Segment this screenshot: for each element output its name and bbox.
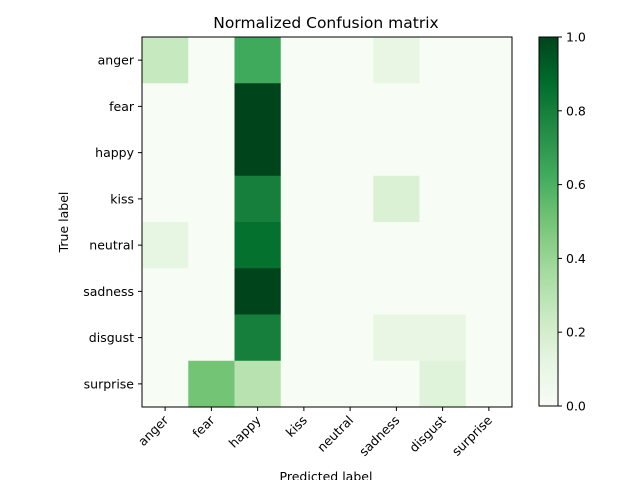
heatmap-cell-sadness-neutral: [327, 268, 374, 316]
heatmap-cell-surprise-anger: [142, 360, 189, 408]
x-tick-label: sadness: [356, 413, 402, 459]
y-tick-label: sadness: [83, 284, 134, 299]
heatmap-cell-disgust-anger: [142, 314, 189, 362]
heatmap-cell-disgust-happy: [234, 314, 282, 362]
heatmap-cell-kiss-neutral: [327, 175, 374, 223]
heatmap-cell-fear-neutral: [327, 83, 374, 131]
heatmap-cell-kiss-disgust: [419, 175, 467, 223]
y-tick-label: anger: [98, 53, 135, 68]
colorbar-tick-label: 0.2: [566, 325, 586, 340]
colorbar-tick-label: 0.8: [566, 103, 586, 118]
x-tick-label: fear: [189, 412, 218, 441]
heatmap-cell-anger-happy: [234, 37, 282, 84]
heatmap-cell-anger-kiss: [280, 37, 328, 84]
heatmap-cell-fear-surprise: [465, 83, 513, 131]
heatmap-cell-kiss-sadness: [373, 175, 421, 223]
heatmap-cell-neutral-happy: [234, 222, 282, 269]
heatmap-cell-kiss-happy: [234, 175, 282, 223]
x-tick-label: anger: [135, 412, 172, 449]
heatmap-cell-anger-neutral: [327, 37, 374, 84]
x-tick-label: kiss: [283, 413, 310, 440]
heatmap-cell-happy-kiss: [280, 129, 328, 177]
heatmap-cell-disgust-surprise: [465, 314, 513, 362]
y-tick-label: fear: [109, 99, 135, 114]
heatmap-cell-anger-surprise: [465, 37, 513, 84]
heatmap-cell-neutral-sadness: [373, 222, 421, 269]
y-axis-ticks: anger fear happy kiss neutral sadness disgust s…: [83, 53, 142, 391]
heatmap-cell-disgust-sadness: [373, 314, 421, 362]
heatmap-cell-surprise-kiss: [280, 360, 328, 408]
heatmap-cell-happy-sadness: [373, 129, 421, 177]
x-tick-label: neutral: [314, 413, 356, 455]
heatmap-cell-sadness-disgust: [419, 268, 467, 316]
heatmap-cell-disgust-fear: [188, 314, 236, 362]
heatmap-cell-happy-happy: [234, 129, 282, 177]
heatmap-cell-surprise-disgust: [419, 360, 467, 408]
heatmap-cell-happy-fear: [188, 129, 236, 177]
heatmap-cell-surprise-surprise: [465, 360, 513, 408]
x-tick-label: surprise: [449, 412, 495, 458]
heatmap-cell-surprise-fear: [188, 360, 236, 408]
heatmap-cell-anger-sadness: [373, 37, 421, 84]
heatmap-cell-fear-anger: [142, 83, 189, 131]
colorbar-tick-label: 0.4: [566, 251, 586, 266]
colorbar-tick-label: 0.6: [566, 177, 586, 192]
heatmap-cell-neutral-kiss: [280, 222, 328, 269]
heatmap-cell-anger-disgust: [419, 37, 467, 84]
heatmap-cell-anger-fear: [188, 37, 236, 84]
heatmap-cell-neutral-neutral: [327, 222, 374, 269]
heatmap-cell-happy-anger: [142, 129, 189, 177]
y-tick-label: disgust: [89, 330, 134, 345]
heatmap-cell-neutral-anger: [142, 222, 189, 269]
heatmap-cell-kiss-anger: [142, 175, 189, 223]
colorbar: [538, 36, 559, 407]
heatmap-cell-sadness-anger: [142, 268, 189, 316]
heatmap-cell-anger-anger: [142, 37, 189, 84]
heatmap-cell-happy-surprise: [465, 129, 513, 177]
heatmap-cell-disgust-kiss: [280, 314, 328, 362]
heatmap-cell-neutral-disgust: [419, 222, 467, 269]
heatmap-cell-sadness-fear: [188, 268, 236, 316]
y-tick-label: kiss: [110, 191, 134, 206]
y-tick-label: surprise: [84, 376, 135, 391]
x-axis-label: Predicted label: [280, 469, 373, 480]
y-axis-label: True label: [56, 192, 71, 254]
x-tick-label: happy: [226, 412, 265, 451]
heatmap-cell-disgust-neutral: [327, 314, 374, 362]
heatmap-cell-sadness-happy: [234, 268, 282, 316]
plot-frame: [141, 36, 513, 408]
heatmap-cell-sadness-sadness: [373, 268, 421, 316]
heatmap-cell-surprise-sadness: [373, 360, 421, 408]
colorbar-ticks: 0.0 0.2 0.4 0.6 0.8 1.0: [558, 30, 586, 414]
heatmap-cell-neutral-surprise: [465, 222, 513, 269]
y-tick-label: happy: [95, 145, 134, 160]
heatmap-cell-happy-disgust: [419, 129, 467, 177]
x-axis-ticks: anger fear happy kiss neutral sadness disgust s…: [135, 407, 495, 459]
heatmap-cells: [142, 37, 513, 408]
heatmap-cell-neutral-fear: [188, 222, 236, 269]
heatmap-cell-sadness-kiss: [280, 268, 328, 316]
heatmap-cell-fear-sadness: [373, 83, 421, 131]
heatmap-cell-surprise-happy: [234, 360, 282, 408]
heatmap-cell-kiss-fear: [188, 175, 236, 223]
chart-title: Normalized Confusion matrix: [213, 14, 438, 32]
heatmap-cell-fear-disgust: [419, 83, 467, 131]
heatmap-cell-fear-kiss: [280, 83, 328, 131]
heatmap-cell-happy-neutral: [327, 129, 374, 177]
heatmap-cell-fear-fear: [188, 83, 236, 131]
y-tick-label: neutral: [89, 238, 134, 253]
heatmap-cell-disgust-disgust: [419, 314, 467, 362]
heatmap-cell-kiss-kiss: [280, 175, 328, 223]
heatmap-cell-fear-happy: [234, 83, 282, 131]
heatmap-cell-kiss-surprise: [465, 175, 513, 223]
colorbar-tick-label: 1.0: [566, 30, 586, 45]
heatmap-cell-sadness-surprise: [465, 268, 513, 316]
heatmap-cell-surprise-neutral: [327, 360, 374, 408]
colorbar-tick-label: 0.0: [566, 399, 586, 414]
x-tick-label: disgust: [406, 412, 449, 455]
